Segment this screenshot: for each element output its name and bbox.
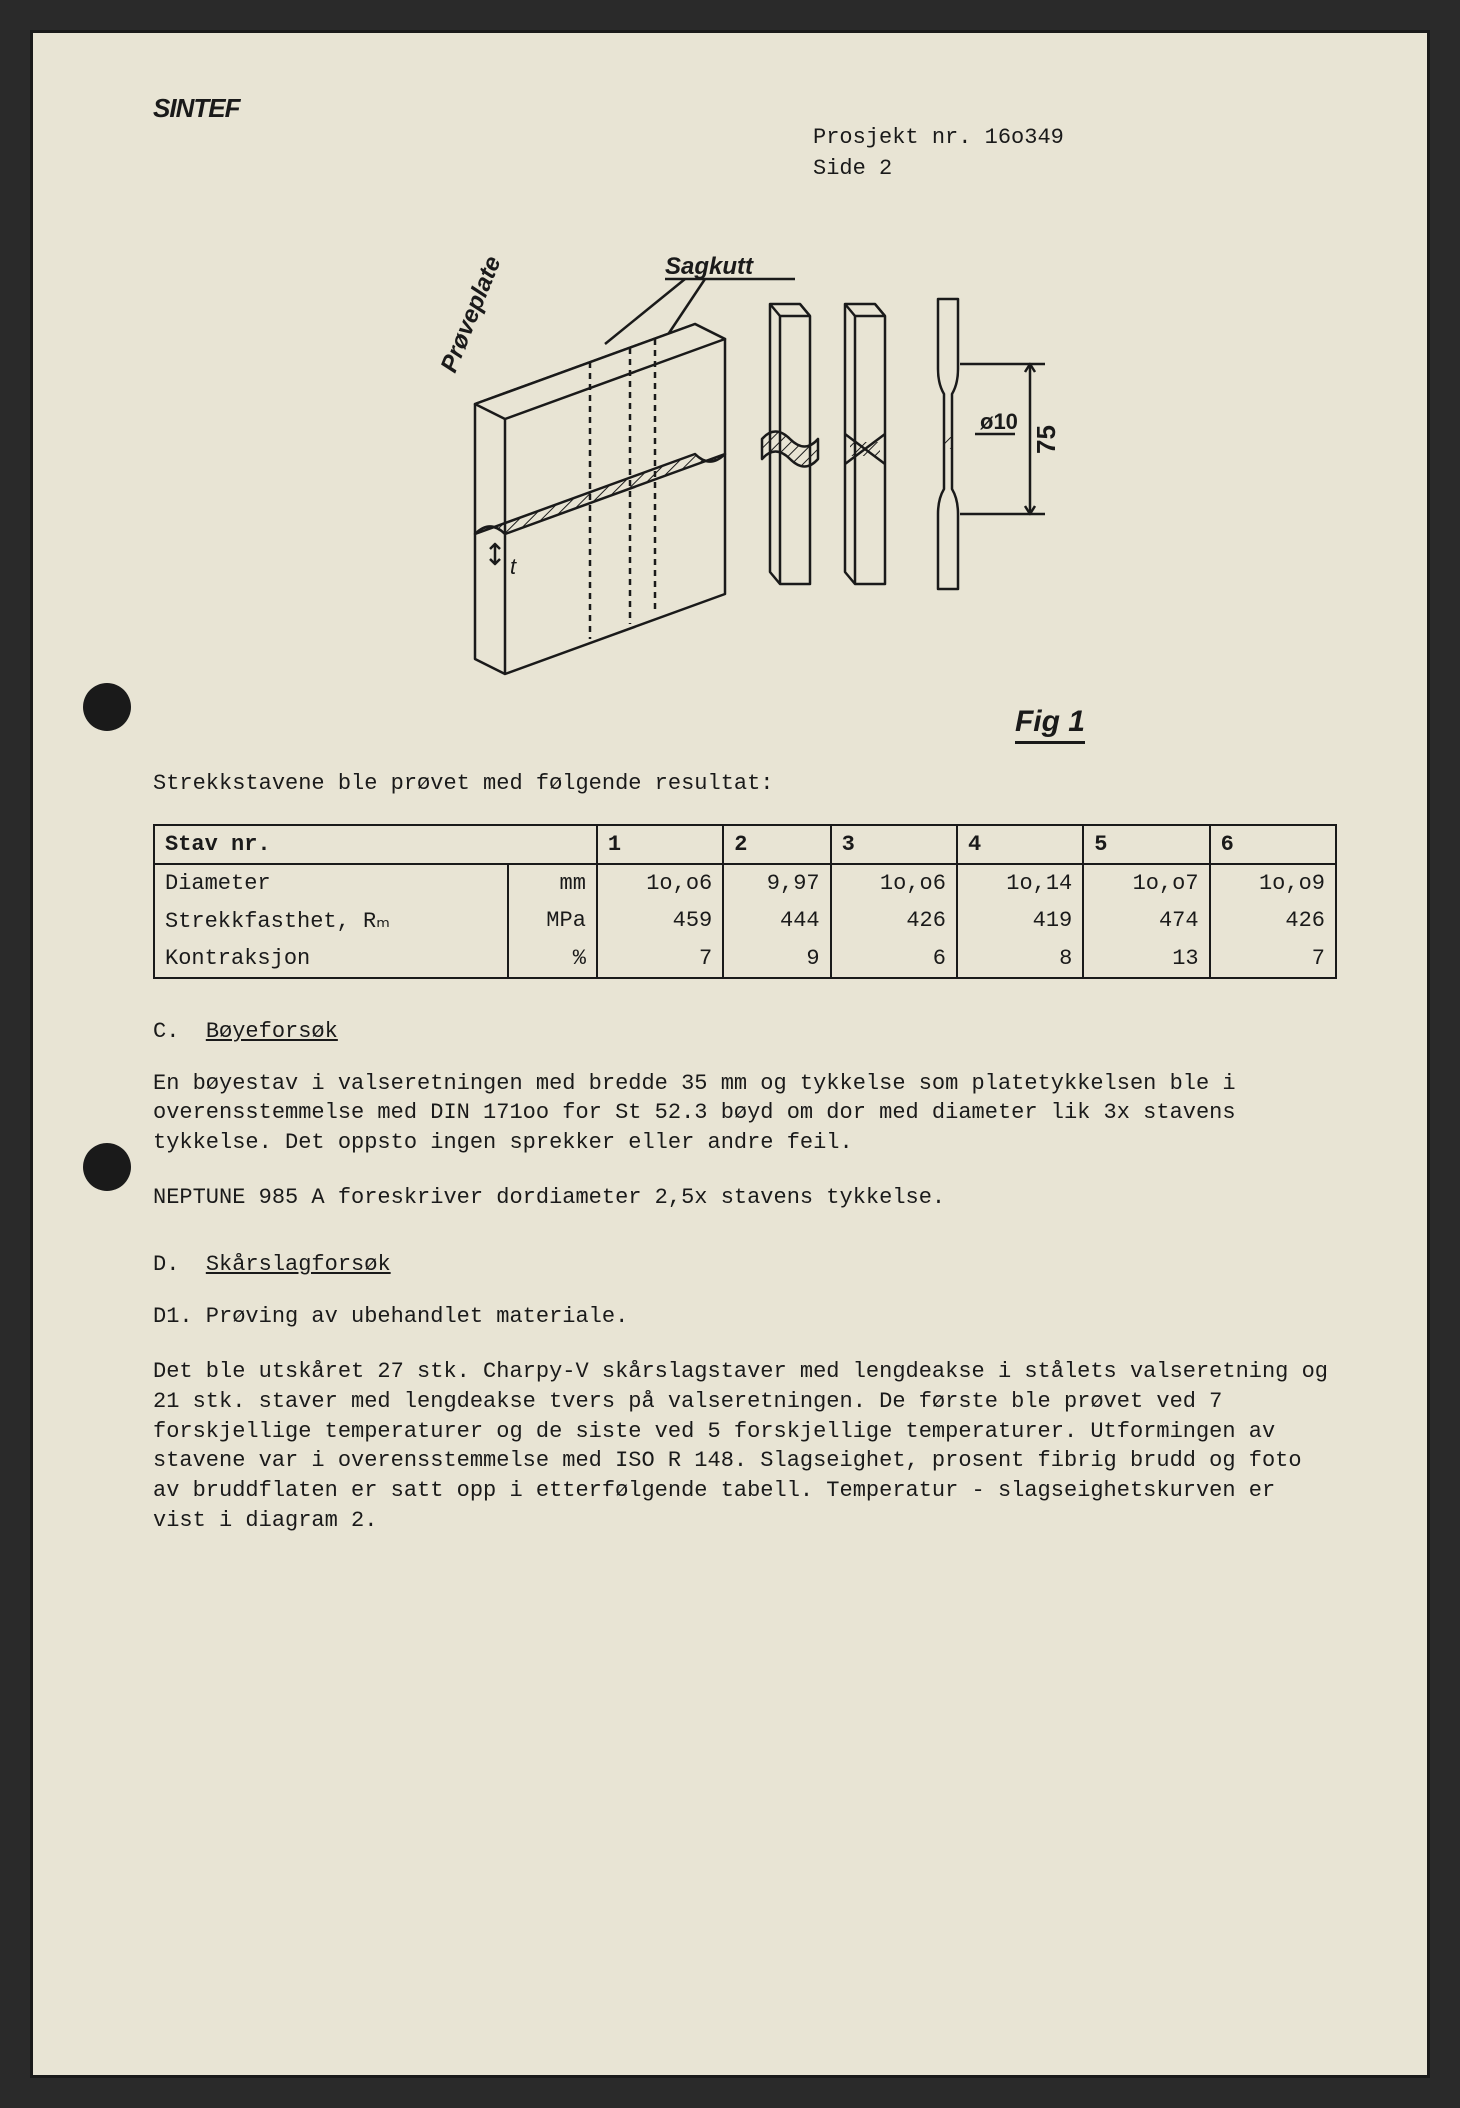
col-header: 4 — [957, 825, 1083, 864]
col-header: 1 — [597, 825, 723, 864]
row-label: Strekkfasthet, Rₘ — [154, 902, 508, 940]
sintef-logo: SINTEF — [153, 93, 1337, 124]
cell: 1o,o6 — [831, 864, 957, 902]
cell: 1o,o6 — [597, 864, 723, 902]
label-sagkutt: Sagkutt — [665, 253, 754, 280]
row-unit: mm — [508, 864, 596, 902]
row-label: Diameter — [154, 864, 508, 902]
heading-text: Bøyeforsøk — [206, 1019, 338, 1044]
project-number: 16o349 — [985, 125, 1064, 150]
col-header: 3 — [831, 825, 957, 864]
cell: 444 — [723, 902, 830, 940]
cell: 9 — [723, 940, 830, 978]
heading-prefix: D. — [153, 1252, 179, 1277]
table-header-label: Stav nr. — [154, 825, 597, 864]
cell: 7 — [1210, 940, 1336, 978]
page-label: Side — [813, 156, 866, 181]
cell: 8 — [957, 940, 1083, 978]
section-c-p2: NEPTUNE 985 A foreskriver dordiameter 2,… — [153, 1183, 1337, 1213]
section-d-subheading: D1. Prøving av ubehandlet materiale. — [153, 1302, 1337, 1332]
cell: 474 — [1083, 902, 1209, 940]
cell: 6 — [831, 940, 957, 978]
col-header: 6 — [1210, 825, 1336, 864]
row-label: Kontraksjon — [154, 940, 508, 978]
document-page: SINTEF Prosjekt nr. 16o349 Side 2 Prøvep… — [30, 30, 1430, 2078]
row-unit: % — [508, 940, 596, 978]
cell: 1o,14 — [957, 864, 1083, 902]
cell: 7 — [597, 940, 723, 978]
cell: 426 — [1210, 902, 1336, 940]
label-thickness: t — [510, 554, 517, 579]
cell: 426 — [831, 902, 957, 940]
cell: 13 — [1083, 940, 1209, 978]
label-diameter: ø10 — [980, 409, 1018, 434]
section-d-heading: D. Skårslagforsøk — [153, 1252, 1337, 1277]
results-table: Stav nr. 1 2 3 4 5 6 Diameter mm 1o,o6 9… — [153, 824, 1337, 979]
col-header: 2 — [723, 825, 830, 864]
page-number: 2 — [879, 156, 892, 181]
row-unit: MPa — [508, 902, 596, 940]
page-header-meta: Prosjekt nr. 16o349 Side 2 — [813, 123, 1064, 185]
label-length: 75 — [1031, 425, 1061, 454]
punch-hole-icon — [83, 683, 131, 731]
cell: 9,97 — [723, 864, 830, 902]
section-c-p1: En bøyestav i valseretningen med bredde … — [153, 1069, 1337, 1158]
label-proveplate: Prøveplate — [436, 252, 507, 376]
heading-prefix: C. — [153, 1019, 179, 1044]
punch-hole-icon — [83, 1143, 131, 1191]
figure-1: Prøveplate Sagkutt t — [375, 244, 1115, 744]
specimen-diagram: Prøveplate Sagkutt t — [375, 244, 1115, 744]
heading-text: Skårslagforsøk — [206, 1252, 391, 1277]
cell: 1o,o7 — [1083, 864, 1209, 902]
figure-caption: Fig 1 — [1015, 705, 1085, 744]
cell: 1o,o9 — [1210, 864, 1336, 902]
col-header: 5 — [1083, 825, 1209, 864]
intro-text: Strekkstavene ble prøvet med følgende re… — [153, 769, 1337, 799]
cell: 419 — [957, 902, 1083, 940]
section-c-heading: C. Bøyeforsøk — [153, 1019, 1337, 1044]
cell: 459 — [597, 902, 723, 940]
section-d-p1: Det ble utskåret 27 stk. Charpy-V skårsl… — [153, 1357, 1337, 1535]
project-label: Prosjekt nr. — [813, 125, 971, 150]
